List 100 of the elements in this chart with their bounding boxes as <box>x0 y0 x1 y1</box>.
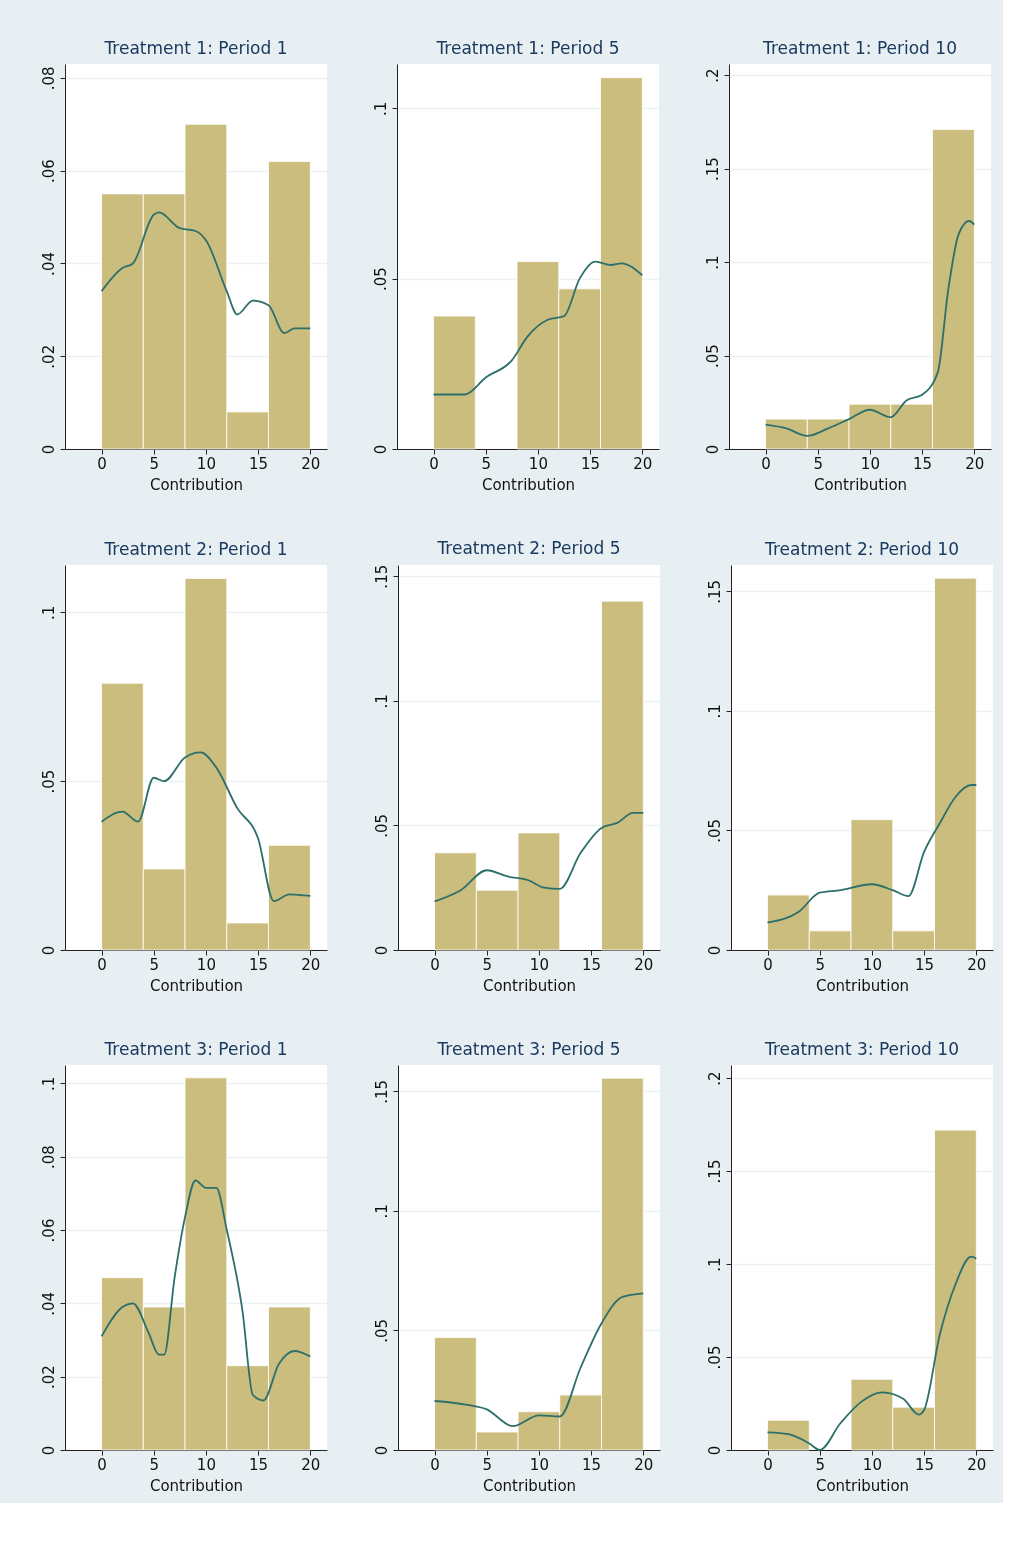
x-tick-label: 5 <box>482 1455 492 1474</box>
x-tick-label: 10 <box>529 955 549 974</box>
x-tick-label: 15 <box>582 955 602 974</box>
y-tick-label: .2 <box>703 68 722 83</box>
x-tick-label: 5 <box>482 955 492 974</box>
y-tick-label: .05 <box>371 267 390 292</box>
x-axis-title: Contribution <box>482 1476 577 1495</box>
y-tick-label: 0 <box>39 945 58 956</box>
line-series <box>433 812 645 903</box>
x-tick-label: 10 <box>862 1455 882 1474</box>
chart-title: Treatment 2: Period 1 <box>103 539 288 559</box>
x-tick-label: 10 <box>528 454 548 473</box>
x-tick-label: 20 <box>633 454 653 473</box>
chart-title: Treatment 3: Period 5 <box>436 1039 621 1059</box>
x-axis-title: Contribution <box>815 1476 910 1495</box>
y-tick-label: .2 <box>705 1071 724 1086</box>
y-tick-label: 0 <box>39 444 58 455</box>
y-tick-label: .05 <box>705 1345 724 1370</box>
line-series <box>432 260 644 396</box>
y-tick-label: .05 <box>705 819 724 843</box>
chart-title: Treatment 2: Period 5 <box>436 538 621 559</box>
y-tick-label: .15 <box>705 1159 724 1184</box>
line-series <box>766 784 978 924</box>
x-tick-label: 10 <box>196 454 216 473</box>
x-tick-label: 15 <box>249 1455 269 1474</box>
y-tick-label: .05 <box>703 344 722 368</box>
line-series <box>766 1255 978 1451</box>
y-tick-label: .15 <box>372 1079 391 1104</box>
x-tick-label: 0 <box>97 1455 107 1474</box>
chart-title: Treatment 3: Period 1 <box>103 1039 288 1059</box>
y-tick-label: .08 <box>39 66 58 91</box>
y-tick-label: .1 <box>703 255 722 270</box>
x-tick-label: 20 <box>967 1455 987 1474</box>
x-tick-label: 20 <box>301 955 321 974</box>
x-tick-label: 10 <box>529 1455 549 1474</box>
x-tick-label: 5 <box>815 955 825 974</box>
y-tick-label: .08 <box>39 1145 58 1170</box>
x-axis-title: Contribution <box>149 475 244 494</box>
y-tick-label: .02 <box>39 344 58 369</box>
y-tick-label: .02 <box>39 1365 58 1390</box>
y-tick-label: .15 <box>372 564 391 589</box>
x-tick-label: 5 <box>813 454 823 473</box>
y-tick-label: 0 <box>372 1445 391 1456</box>
chart-title: Treatment 3: Period 10 <box>764 1039 959 1059</box>
x-tick-label: 5 <box>149 454 159 473</box>
x-tick-label: 15 <box>913 454 933 473</box>
x-tick-label: 0 <box>430 1455 440 1474</box>
x-tick-label: 10 <box>860 454 880 473</box>
x-tick-label: 15 <box>915 1455 935 1474</box>
x-tick-label: 15 <box>249 454 269 473</box>
x-axis-title: Contribution <box>482 976 577 995</box>
y-tick-label: .1 <box>39 1076 58 1091</box>
chart-title: Treatment 2: Period 10 <box>764 539 959 559</box>
y-tick-label: 0 <box>39 1445 58 1456</box>
y-tick-label: 0 <box>371 444 390 455</box>
line-series <box>764 220 976 437</box>
line-series <box>100 211 312 334</box>
y-tick-label: .04 <box>39 1291 58 1316</box>
x-tick-label: 5 <box>815 1455 825 1474</box>
y-tick-label: 0 <box>705 945 724 956</box>
x-axis-title: Contribution <box>815 976 910 995</box>
y-tick-label: 0 <box>372 945 391 956</box>
x-tick-label: 10 <box>862 955 882 974</box>
y-tick-label: .1 <box>372 1204 391 1219</box>
y-tick-label: .1 <box>705 1257 724 1272</box>
y-tick-label: .05 <box>372 1319 391 1343</box>
x-axis-title: Contribution <box>813 475 908 494</box>
x-tick-label: 0 <box>763 1455 773 1474</box>
x-tick-label: 20 <box>965 454 985 473</box>
y-tick-label: 0 <box>703 444 722 455</box>
x-tick-label: 10 <box>196 955 216 974</box>
y-tick-label: .15 <box>705 579 724 604</box>
line-series <box>433 1292 645 1427</box>
y-tick-label: .1 <box>705 704 724 719</box>
x-tick-label: 20 <box>301 454 321 473</box>
x-tick-label: 0 <box>763 955 773 974</box>
x-tick-label: 15 <box>915 955 935 974</box>
y-tick-label: .1 <box>371 101 390 116</box>
line-series <box>100 751 312 902</box>
chart-title: Treatment 1: Period 10 <box>762 38 957 58</box>
x-axis-title: Contribution <box>149 976 244 995</box>
chart-title: Treatment 1: Period 1 <box>103 38 288 58</box>
y-tick-label: .06 <box>39 159 58 184</box>
x-tick-label: 20 <box>634 955 654 974</box>
x-tick-label: 5 <box>149 955 159 974</box>
y-tick-label: .04 <box>39 252 58 276</box>
x-tick-label: 15 <box>249 955 269 974</box>
x-tick-label: 0 <box>430 955 440 974</box>
x-tick-label: 0 <box>761 454 771 473</box>
x-tick-label: 15 <box>582 1455 602 1474</box>
x-tick-label: 15 <box>581 454 601 473</box>
x-tick-label: 20 <box>301 1455 321 1474</box>
x-tick-label: 0 <box>97 955 107 974</box>
x-tick-label: 10 <box>196 1455 216 1474</box>
y-tick-label: .05 <box>39 769 58 794</box>
y-tick-label: .1 <box>372 694 391 709</box>
y-tick-label: .15 <box>703 157 722 182</box>
line-series <box>100 1179 312 1402</box>
x-tick-label: 20 <box>634 1455 654 1474</box>
x-axis-title: Contribution <box>481 475 576 494</box>
